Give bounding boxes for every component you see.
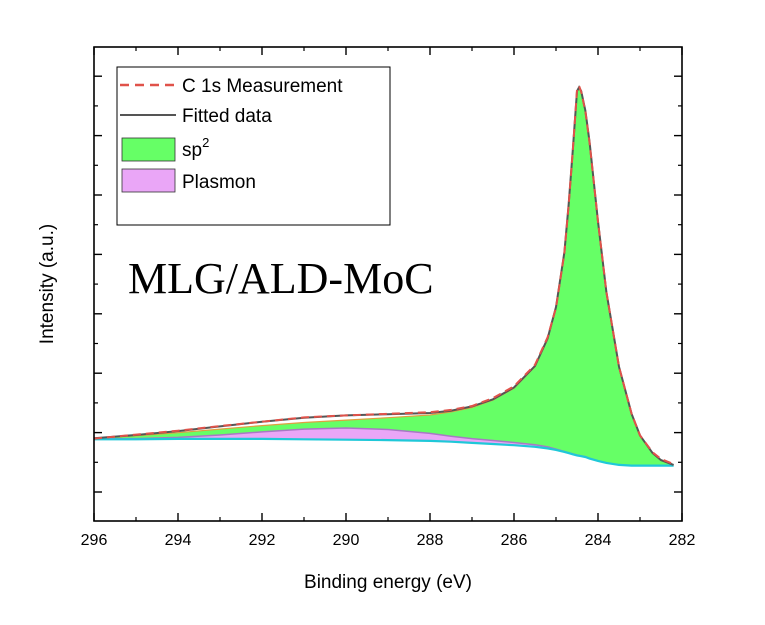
sp2-area <box>94 88 674 466</box>
series-lines <box>93 83 674 467</box>
plasmon-area <box>94 428 674 466</box>
y-axis-ticks <box>94 75 682 493</box>
y-axis-title: Intensity (a.u.) <box>37 224 58 344</box>
x-axis-ticks: 296 294 292 290 288 286 284 282 <box>81 47 696 549</box>
x-tick-label: 296 <box>81 532 108 549</box>
legend-sp2-base: sp <box>182 140 202 161</box>
x-tick-label: 294 <box>165 532 192 549</box>
chart-annotation: MLG/ALD-MoC <box>128 254 434 303</box>
legend-swatch-sp2 <box>121 137 176 162</box>
fitted-data-line <box>93 85 674 466</box>
x-tick-label: 288 <box>417 532 444 549</box>
legend-sp2-superscript: 2 <box>202 135 209 150</box>
x-tick-label: 282 <box>669 532 696 549</box>
area-fills <box>94 88 674 466</box>
legend-swatch-plasmon <box>121 168 176 193</box>
legend-label-measurement: C 1s Measurement <box>182 76 343 97</box>
x-tick-label: 292 <box>249 532 276 549</box>
background-line <box>94 437 674 467</box>
legend-label-plasmon: Plasmon <box>182 172 256 193</box>
legend-label-sp2: sp2 <box>182 135 209 161</box>
legend-label-fit: Fitted data <box>182 106 272 127</box>
x-axis-title: Binding energy (eV) <box>304 572 472 593</box>
x-tick-label: 284 <box>585 532 612 549</box>
x-tick-label: 286 <box>501 532 528 549</box>
legend: C 1s Measurement Fitted data sp2 Plasmon <box>116 66 391 226</box>
x-tick-label: 290 <box>333 532 360 549</box>
